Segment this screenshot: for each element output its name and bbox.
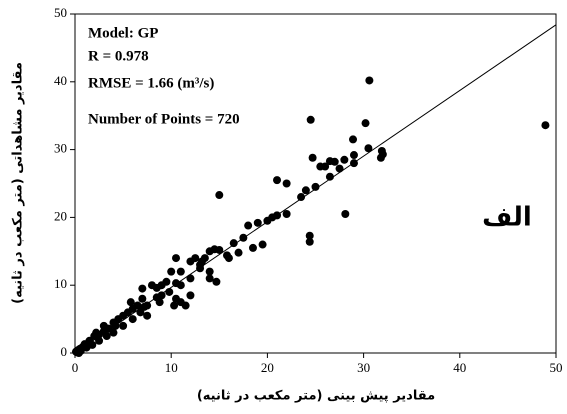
point (162, 277, 171, 286)
plot-frame (74, 13, 557, 354)
point (341, 210, 350, 219)
point (196, 260, 205, 269)
x-tick-label: 10 (165, 360, 178, 375)
point (239, 233, 248, 242)
point (305, 237, 314, 246)
annotation: R = 0.978 (88, 48, 149, 64)
point (224, 254, 233, 263)
point (147, 281, 156, 290)
point (152, 293, 161, 302)
point (311, 182, 320, 191)
point (143, 311, 152, 320)
annotation: Number of Points = 720 (88, 111, 240, 127)
point (138, 294, 147, 303)
point (378, 150, 387, 159)
point (74, 349, 83, 357)
point (305, 231, 314, 240)
point (165, 287, 174, 296)
point (172, 254, 181, 263)
point (109, 328, 118, 337)
point (205, 267, 214, 276)
point (126, 298, 135, 307)
x-tick-label: 20 (261, 360, 274, 375)
point (361, 119, 370, 128)
y-tick-label: 40 (54, 73, 67, 88)
point (176, 281, 185, 290)
point (308, 153, 317, 162)
point (210, 245, 219, 254)
point (316, 162, 325, 171)
point (253, 218, 262, 227)
panel-label: الف (482, 203, 532, 233)
point (186, 257, 195, 266)
point (186, 291, 195, 300)
point (349, 135, 358, 144)
annotation: RMSE = 1.66 (m³/s) (88, 75, 214, 91)
y-tick-label: 10 (54, 276, 67, 291)
point (364, 144, 373, 153)
point (340, 155, 349, 164)
point (244, 221, 253, 230)
x-tick-label: 40 (453, 360, 466, 375)
x-tick-label: 50 (550, 360, 563, 375)
point (335, 164, 344, 173)
point (248, 243, 257, 252)
point (186, 274, 195, 283)
point (325, 157, 334, 166)
point (212, 277, 221, 286)
point (205, 274, 214, 283)
point (170, 301, 179, 310)
point (99, 321, 108, 330)
y-axis-label: مقادیر مشاهداتی (متر مکعب در ثانیه) (11, 62, 26, 304)
point (349, 159, 358, 168)
point (306, 115, 315, 124)
point (273, 211, 282, 220)
point (282, 179, 291, 188)
point (215, 191, 224, 200)
point (181, 301, 190, 310)
point (102, 332, 111, 341)
point (541, 121, 550, 130)
y-tick-label: 30 (54, 141, 67, 156)
point (365, 76, 374, 85)
point (325, 172, 334, 181)
y-tick-label: 0 (61, 344, 68, 359)
x-tick-label: 0 (72, 360, 79, 375)
point (297, 193, 306, 202)
point (111, 321, 120, 330)
point (92, 328, 101, 337)
point (273, 176, 282, 185)
y-tick-label: 50 (54, 5, 67, 20)
point (95, 336, 104, 345)
point (119, 321, 128, 330)
point (128, 315, 137, 324)
point (138, 284, 147, 293)
point (167, 267, 176, 276)
point (176, 267, 185, 276)
point (140, 302, 149, 311)
point (282, 210, 291, 219)
point (349, 151, 358, 160)
annotation: Model: GP (88, 25, 158, 41)
point (229, 239, 238, 248)
x-axis-label: مقادیر پیش بینی (متر مکعب در ثانیه) (197, 389, 435, 404)
y-tick-label: 20 (54, 208, 67, 223)
point (258, 240, 267, 249)
point (234, 248, 243, 257)
point (301, 186, 310, 195)
x-tick-label: 30 (357, 360, 370, 375)
